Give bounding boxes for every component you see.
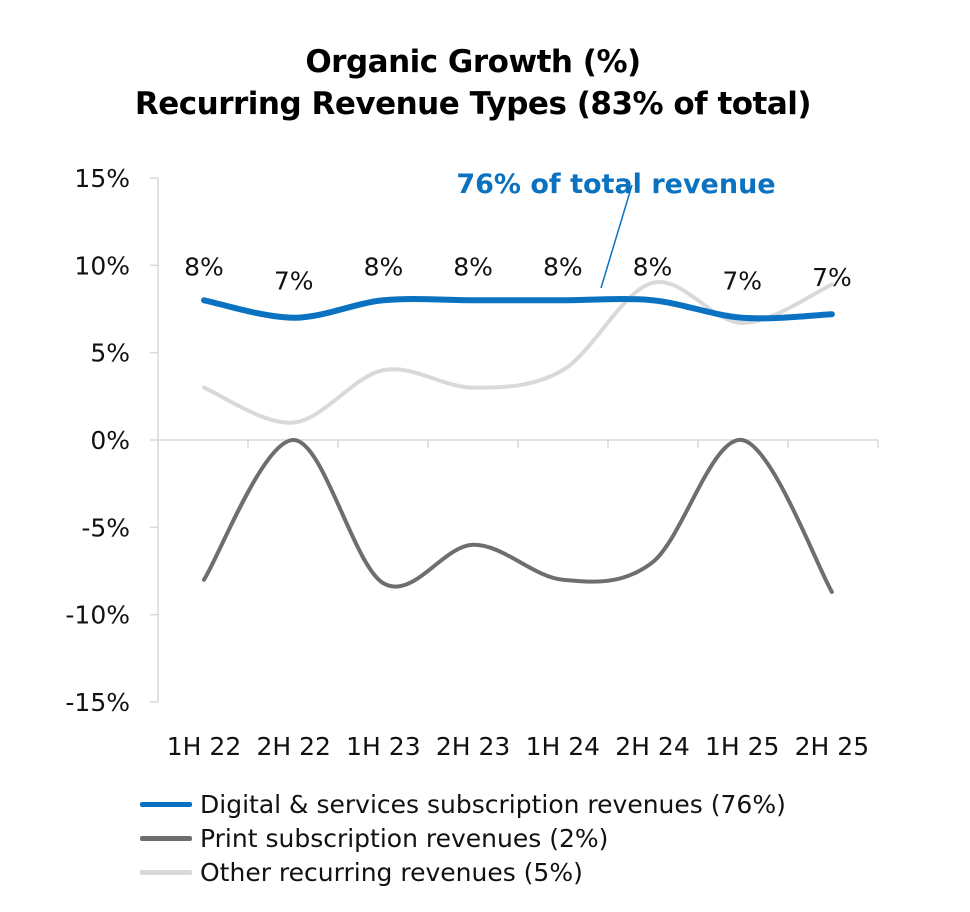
series-line-2 (202, 279, 834, 425)
chart-title: Organic Growth (%) (305, 44, 641, 80)
y-tick-label: 15% (74, 164, 130, 193)
x-tick-label: 1H 25 (705, 732, 779, 761)
y-tick-label: -15% (65, 688, 130, 717)
chart-plot: 15% 10% 5% 0% -5% -10% -15% 1H 22 2H 22 1H 23 2H 2… (65, 164, 879, 761)
x-tick-label: 2H 24 (615, 732, 689, 761)
y-tick-label: -5% (81, 513, 130, 542)
y-tick-label: 0% (90, 426, 130, 455)
legend-label: Digital & services subscription revenues… (200, 790, 786, 819)
data-label: 8% (184, 252, 224, 281)
y-tick-label: 5% (90, 339, 130, 368)
legend-swatch (140, 870, 192, 875)
y-tick-label: 10% (74, 251, 130, 280)
series-line-1 (202, 437, 834, 594)
legend-item-print: Print subscription revenues (2%) (140, 824, 608, 853)
data-label: 7% (722, 267, 762, 296)
legend-swatch (140, 836, 192, 841)
annotation-label: 76% of total revenue (456, 169, 775, 200)
series-line-0 (201, 295, 835, 322)
legend-label: Print subscription revenues (2%) (200, 824, 609, 853)
legend-item-other: Other recurring revenues (5%) (140, 858, 583, 887)
x-tick-label: 2H 23 (436, 732, 510, 761)
chart-subtitle: Recurring Revenue Types (83% of total) (134, 86, 812, 122)
data-label: 7% (274, 267, 314, 296)
x-tick-label: 1H 22 (167, 732, 241, 761)
data-label: 8% (543, 252, 583, 281)
x-tick-label: 2H 25 (795, 732, 869, 761)
x-tick-label: 2H 22 (256, 732, 330, 761)
data-label: 8% (633, 252, 673, 281)
legend-swatch (140, 802, 192, 807)
annotation-leader-line (600, 184, 633, 289)
data-label: 8% (364, 252, 404, 281)
data-label: 8% (453, 252, 493, 281)
data-label: 7% (812, 263, 852, 292)
x-tick-label: 1H 24 (526, 732, 600, 761)
legend-label: Other recurring revenues (5%) (200, 858, 583, 887)
legend-item-digital: Digital & services subscription revenues… (140, 790, 786, 819)
y-tick-label: -10% (65, 601, 130, 630)
x-tick-label: 1H 23 (346, 732, 420, 761)
